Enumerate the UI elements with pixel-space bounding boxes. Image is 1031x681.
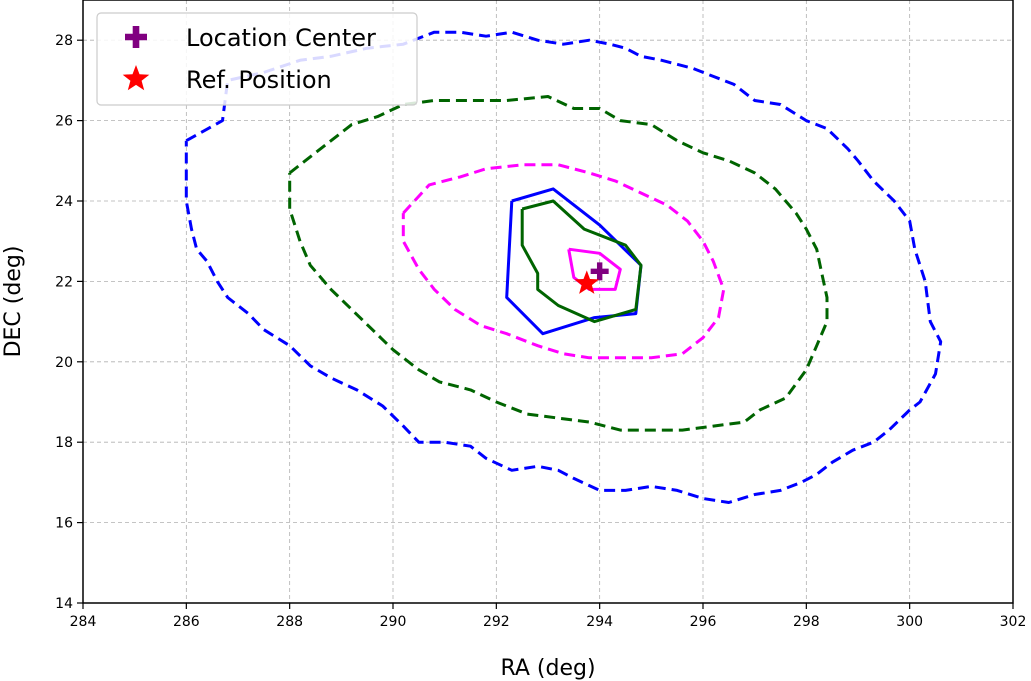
location-center-marker <box>590 262 609 281</box>
x-tick-label: 290 <box>380 614 407 630</box>
legend-label-location-center: Location Center <box>186 24 376 52</box>
x-tick-label: 302 <box>1000 614 1027 630</box>
contour-line-4 <box>505 187 643 336</box>
contour-line-5 <box>520 199 643 324</box>
x-tick-label: 296 <box>690 614 717 630</box>
legend: Location Center Ref. Position <box>96 12 418 106</box>
contour-line-2 <box>288 95 829 432</box>
y-tick-label: 26 <box>55 114 73 130</box>
y-tick-label: 14 <box>55 596 73 612</box>
legend-plus-marker <box>125 26 147 48</box>
legend-box <box>96 12 418 106</box>
x-tick-label: 298 <box>793 614 820 630</box>
marker-layer <box>574 262 609 294</box>
y-tick-label: 20 <box>55 355 73 371</box>
legend-star-marker <box>122 65 150 91</box>
plot-frame <box>82 0 1014 604</box>
x-tick-label: 292 <box>483 614 510 630</box>
y-tick-label: 24 <box>55 194 73 210</box>
x-tick-label: 284 <box>70 614 97 630</box>
legend-label-ref-position: Ref. Position <box>186 66 332 94</box>
y-tick-label: 22 <box>55 274 73 290</box>
x-tick-label: 300 <box>896 614 923 630</box>
ref-position-marker <box>574 270 600 294</box>
y-axis-label: DEC (deg) <box>1 246 26 358</box>
contour-line-6 <box>567 247 622 291</box>
axis-ticks: 284 286 288 290 292 294 296 298 300 302 14 16 18 20 22… <box>55 33 1026 630</box>
x-tick-label: 294 <box>586 614 613 630</box>
x-tick-label: 286 <box>173 614 200 630</box>
contour-line-1 <box>184 30 943 504</box>
contour-line-3 <box>401 163 726 360</box>
y-tick-label: 28 <box>55 33 73 49</box>
y-tick-label: 18 <box>55 435 73 451</box>
x-tick-label: 288 <box>276 614 303 630</box>
x-axis-label: RA (deg) <box>500 656 595 681</box>
contour-layer <box>184 30 943 504</box>
y-tick-label: 16 <box>55 516 73 532</box>
